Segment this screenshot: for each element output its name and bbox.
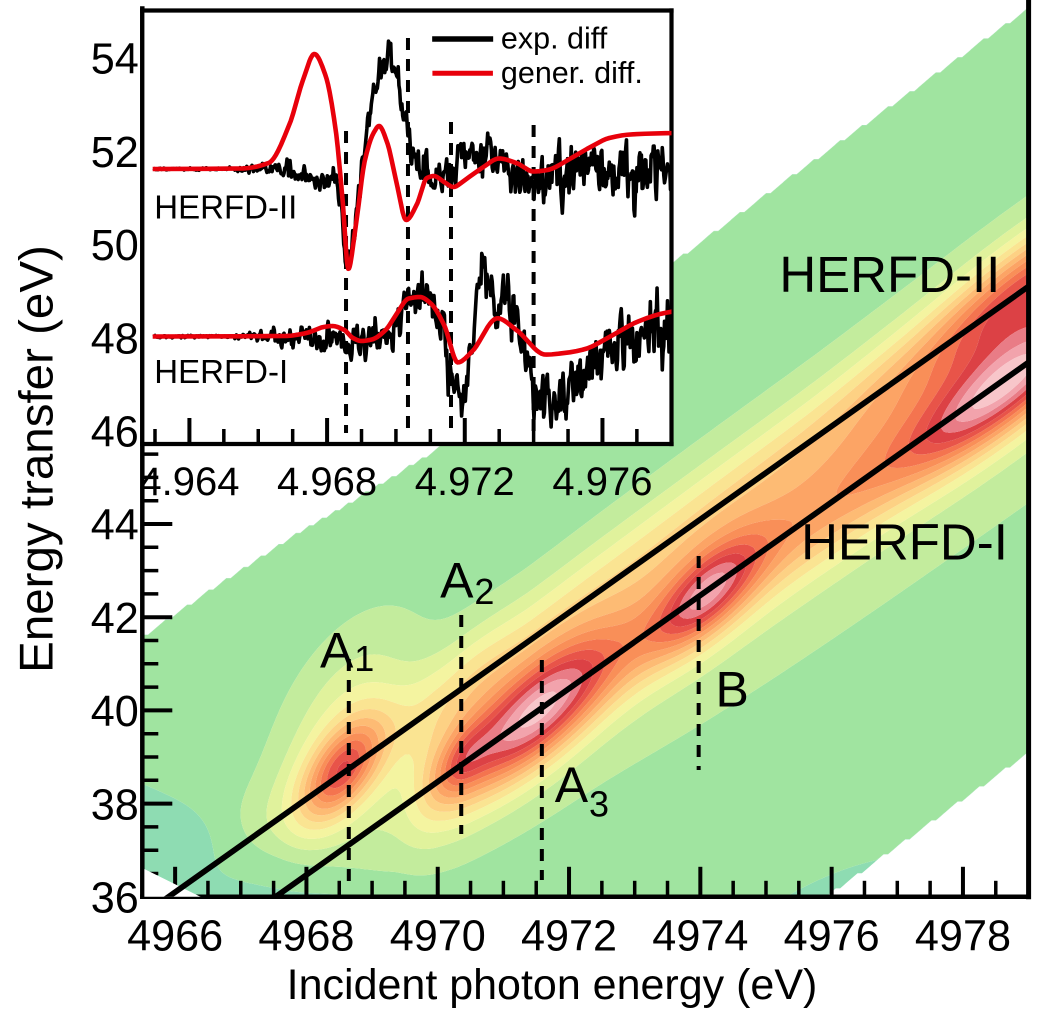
svg-text:4978: 4978 xyxy=(915,912,1011,960)
svg-text:gener. diff.: gener. diff. xyxy=(501,56,643,90)
svg-text:A: A xyxy=(440,553,474,609)
svg-text:4.964: 4.964 xyxy=(139,460,239,504)
svg-text:40: 40 xyxy=(91,688,139,736)
svg-text:Incident photon energy (eV): Incident photon energy (eV) xyxy=(287,961,818,1009)
svg-text:36: 36 xyxy=(91,874,139,922)
svg-text:50: 50 xyxy=(91,222,139,270)
svg-text:3: 3 xyxy=(589,784,609,825)
svg-text:B: B xyxy=(716,661,749,717)
svg-text:2: 2 xyxy=(474,571,494,612)
svg-text:A: A xyxy=(320,623,354,679)
svg-text:4968: 4968 xyxy=(258,912,354,960)
svg-text:4970: 4970 xyxy=(390,912,486,960)
svg-text:42: 42 xyxy=(91,595,139,643)
svg-text:1: 1 xyxy=(354,638,374,679)
svg-text:4.976: 4.976 xyxy=(552,460,652,504)
svg-text:4972: 4972 xyxy=(521,912,617,960)
svg-text:HERFD-II: HERFD-II xyxy=(779,246,1000,303)
svg-text:4.968: 4.968 xyxy=(277,460,377,504)
svg-text:44: 44 xyxy=(91,502,139,550)
svg-text:Energy transfer (eV): Energy transfer (eV) xyxy=(10,245,63,673)
svg-text:4.972: 4.972 xyxy=(415,460,515,504)
svg-text:4976: 4976 xyxy=(784,912,880,960)
svg-text:52: 52 xyxy=(91,129,139,177)
svg-text:HERFD-I: HERFD-I xyxy=(801,513,1008,570)
svg-text:48: 48 xyxy=(91,315,139,363)
svg-text:4966: 4966 xyxy=(127,912,223,960)
svg-text:A: A xyxy=(555,757,589,813)
svg-text:4974: 4974 xyxy=(652,912,748,960)
svg-text:54: 54 xyxy=(91,36,139,84)
svg-text:HERFD-I: HERFD-I xyxy=(154,353,288,390)
svg-text:HERFD-II: HERFD-II xyxy=(154,189,297,226)
svg-text:38: 38 xyxy=(91,781,139,829)
svg-text:46: 46 xyxy=(91,408,139,456)
svg-text:exp. diff: exp. diff xyxy=(501,22,608,56)
